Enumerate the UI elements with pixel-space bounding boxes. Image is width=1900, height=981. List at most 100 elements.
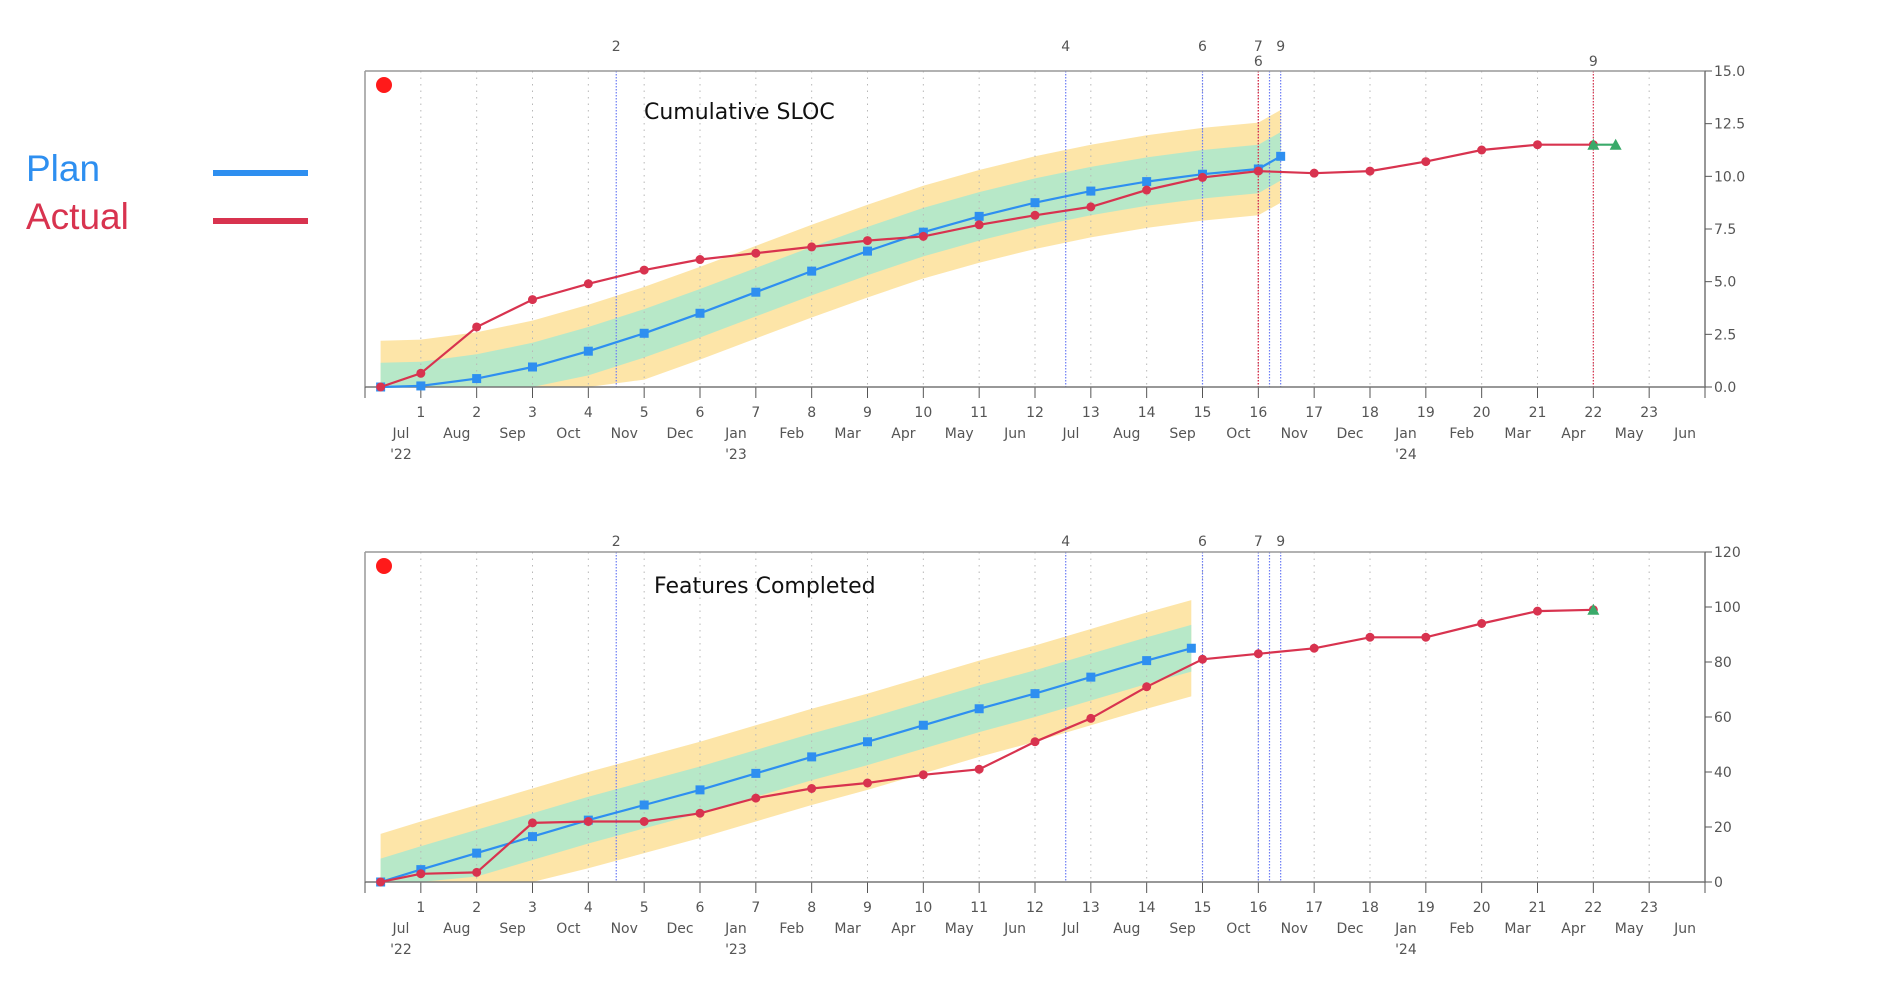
actual-point: [918, 770, 928, 780]
actual-point: [528, 295, 537, 305]
actual-point: [1477, 145, 1487, 155]
actual-point: [807, 784, 817, 793]
y-tick-label: 0: [1714, 875, 1723, 891]
sprint-tick-label: 12: [1026, 900, 1044, 916]
month-label: Jul: [1061, 921, 1079, 937]
plan-point: [639, 328, 649, 338]
month-label: Mar: [834, 426, 861, 442]
sprint-tick-label: 23: [1640, 405, 1658, 421]
plan-point: [863, 737, 872, 747]
plan-point: [751, 768, 761, 778]
month-label: Dec: [667, 426, 694, 442]
sprint-tick-label: 23: [1640, 900, 1658, 916]
year-label: '24: [1395, 447, 1417, 463]
actual-point: [376, 877, 386, 887]
month-label: May: [1615, 426, 1644, 442]
month-label: Feb: [779, 921, 804, 937]
actual-point: [1198, 654, 1207, 664]
status-dot-icon: [376, 77, 392, 93]
month-label: Jun: [1003, 426, 1026, 442]
y-tick-label: 5.0: [1714, 275, 1736, 291]
plan-point: [639, 800, 649, 810]
target-point: [1587, 138, 1600, 150]
month-label: Nov: [611, 921, 638, 937]
month-label: Sep: [499, 921, 526, 937]
plan-point: [695, 308, 705, 318]
sprint-tick-label: 8: [807, 900, 816, 916]
target-point: [1609, 138, 1622, 150]
actual-point: [863, 778, 872, 788]
milestone-label: 9: [1276, 534, 1285, 550]
actual-point: [583, 279, 593, 289]
chart-title: Features Completed: [654, 574, 876, 599]
sprint-tick-label: 21: [1529, 900, 1547, 916]
month-label: Oct: [556, 921, 581, 937]
year-label: '23: [725, 942, 747, 958]
actual-point: [1142, 185, 1152, 195]
plan-point: [583, 346, 593, 356]
actual-point: [1533, 606, 1542, 616]
actual-point: [1309, 643, 1319, 653]
sprint-tick-label: 14: [1138, 405, 1156, 421]
month-label: Aug: [443, 921, 470, 937]
y-tick-label: 7.5: [1714, 222, 1736, 238]
year-label: '22: [390, 942, 412, 958]
sprint-tick-label: 20: [1473, 405, 1491, 421]
plan-point: [1086, 186, 1096, 196]
month-label: Jul: [391, 921, 409, 937]
sprint-tick-label: 19: [1417, 900, 1435, 916]
actual-point: [1086, 202, 1096, 212]
sprint-tick-label: 16: [1249, 900, 1267, 916]
chart-cumulative-sloc: 1 2 3 4 5 6 7 8 9 10 11 12 13 14 15 16 17 18 19 20 21 22 23Jul…: [364, 39, 1745, 463]
actual-point: [1253, 649, 1263, 659]
month-label: Oct: [1226, 921, 1251, 937]
actual-point: [1533, 140, 1542, 150]
sprint-tick-label: 2: [472, 405, 481, 421]
sprint-tick-label: 10: [914, 900, 932, 916]
month-label: Mar: [1504, 921, 1531, 937]
milestone-label: 6: [1198, 534, 1207, 550]
month-label: Aug: [443, 426, 470, 442]
sprint-tick-label: 4: [584, 405, 593, 421]
legend-plan-line: [213, 170, 308, 176]
sprint-tick-label: 17: [1305, 405, 1323, 421]
y-tick-label: 2.5: [1714, 327, 1736, 343]
milestone-label: 4: [1061, 534, 1070, 550]
actual-point: [639, 817, 649, 826]
month-label: Dec: [1337, 426, 1364, 442]
sprint-tick-label: 18: [1361, 900, 1379, 916]
legend-actual-label: Actual: [26, 196, 129, 237]
sprint-tick-label: 8: [807, 405, 816, 421]
actual-point: [1365, 632, 1375, 642]
plan-band-inner: [380, 624, 1192, 882]
milestone-label: 2: [612, 534, 621, 550]
plan-point: [807, 266, 817, 276]
month-label: Feb: [1449, 921, 1474, 937]
actual-point: [472, 322, 482, 332]
month-label: Sep: [1169, 426, 1196, 442]
milestone-label: 7: [1254, 534, 1263, 550]
actual-point: [1142, 682, 1152, 692]
month-label: Jul: [1061, 426, 1079, 442]
chart-title: Cumulative SLOC: [644, 100, 835, 125]
sprint-tick-label: 6: [696, 900, 705, 916]
legend-plan-label: Plan: [26, 148, 101, 189]
plan-point: [1142, 177, 1152, 187]
sprint-tick-label: 7: [751, 900, 760, 916]
y-tick-label: 20: [1714, 820, 1732, 836]
sprint-tick-label: 9: [863, 900, 872, 916]
plan-point: [807, 752, 817, 762]
plan-point: [1030, 689, 1040, 699]
month-label: Jan: [724, 921, 747, 937]
sprint-tick-label: 17: [1305, 900, 1323, 916]
month-label: Apr: [891, 921, 915, 937]
month-label: Oct: [1226, 426, 1251, 442]
sprint-tick-label: 5: [640, 405, 649, 421]
y-tick-label: 15.0: [1714, 64, 1745, 80]
month-label: Dec: [667, 921, 694, 937]
actual-point: [807, 242, 817, 252]
milestone-label: 6: [1198, 39, 1207, 55]
plan-point: [416, 381, 426, 391]
month-label: Sep: [499, 426, 526, 442]
sprint-tick-label: 3: [528, 405, 537, 421]
